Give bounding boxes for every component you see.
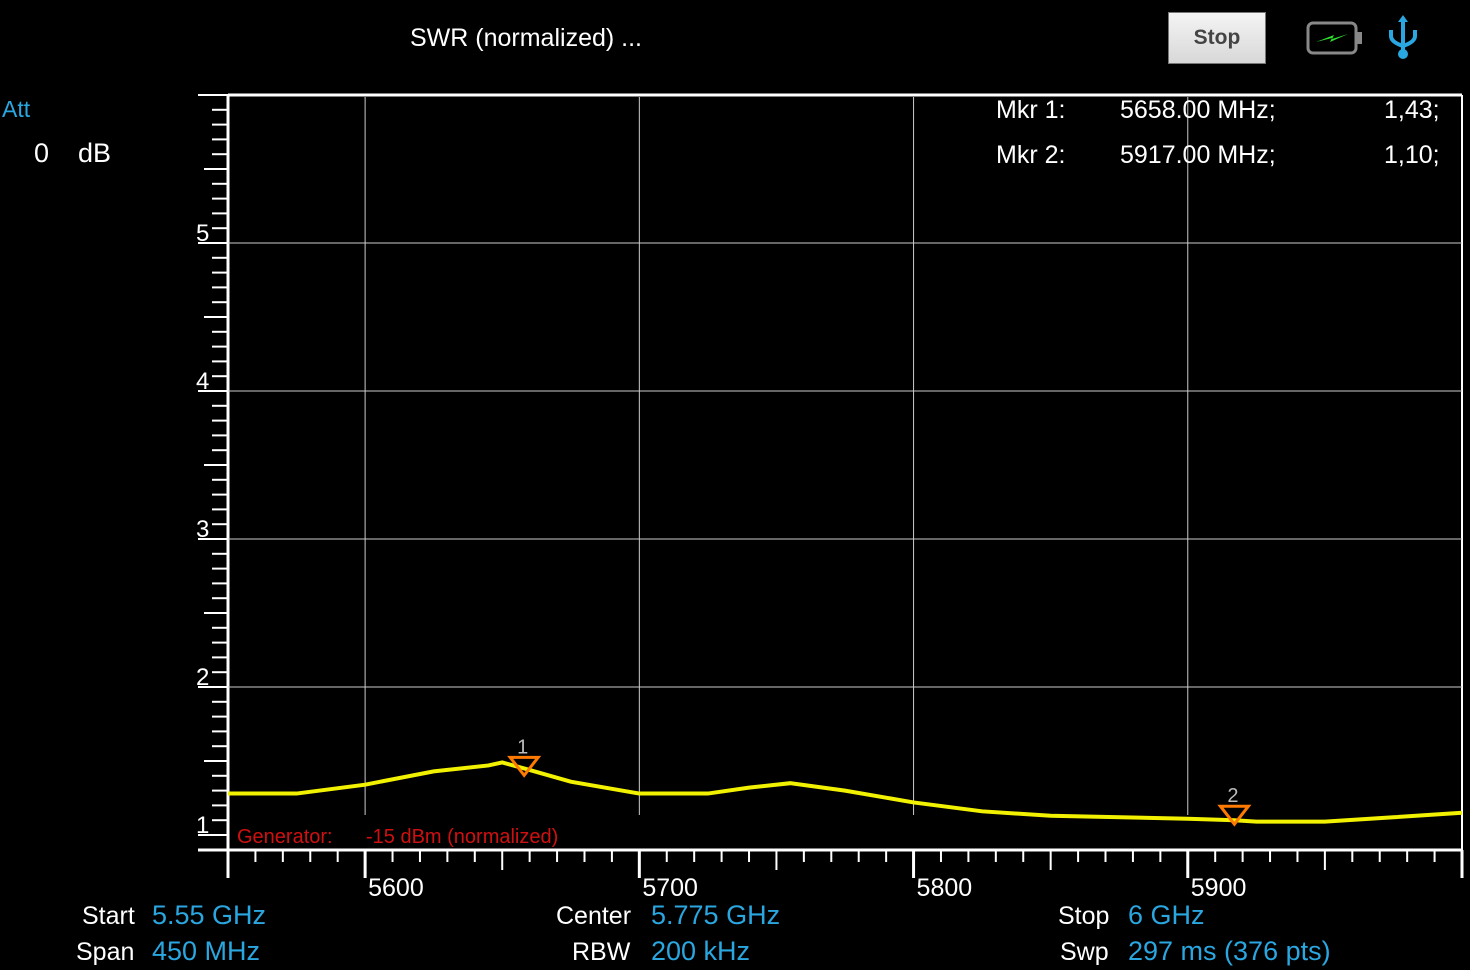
battery-charging-icon: [1306, 21, 1362, 55]
stop-label: Stop: [1058, 902, 1110, 930]
att-unit: dB: [78, 138, 112, 168]
marker-2-number: 2: [1227, 785, 1238, 807]
span-value[interactable]: 450 MHz: [152, 936, 261, 966]
marker-1-value: 1,43;: [1384, 96, 1440, 124]
y-tick-label: 4: [196, 368, 209, 395]
start-label: Start: [82, 902, 135, 930]
marker-2-icon: [1217, 804, 1252, 827]
att-value: 0: [34, 138, 50, 168]
y-tick-label: 1: [196, 812, 209, 839]
rbw-value[interactable]: 200 kHz: [651, 936, 751, 966]
usb-icon: [1389, 15, 1417, 59]
marker-1-label: Mkr 1:: [996, 96, 1066, 124]
span-label: Span: [76, 938, 135, 966]
center-value[interactable]: 5.775 GHz: [651, 900, 781, 930]
x-tick-label: 5700: [642, 874, 698, 902]
marker-2-label: Mkr 2:: [996, 141, 1066, 169]
y-tick-label: 2: [196, 664, 209, 691]
y-tick-label: 5: [196, 220, 209, 247]
marker-2-freq: 5917.00 MHz;: [1120, 141, 1276, 169]
x-tick-label: 5600: [368, 874, 424, 902]
marker-1-number: 1: [517, 736, 528, 758]
start-value[interactable]: 5.55 GHz: [152, 900, 267, 930]
generator-value: -15 dBm (normalized): [366, 826, 559, 848]
swp-label: Swp: [1060, 938, 1109, 966]
rbw-label: RBW: [572, 938, 631, 966]
x-tick-label: 5900: [1191, 874, 1247, 902]
center-label: Center: [556, 902, 632, 930]
marker-1-icon: [507, 755, 542, 778]
y-tick-label: 3: [196, 516, 209, 543]
marker-1-freq: 5658.00 MHz;: [1120, 96, 1276, 124]
x-tick-label: 5800: [917, 874, 973, 902]
stop-button[interactable]: Stop: [1168, 12, 1266, 64]
swr-trace: [228, 760, 1463, 824]
marker-2-value: 1,10;: [1384, 141, 1440, 169]
swp-value[interactable]: 297 ms (376 pts): [1128, 936, 1331, 966]
stop-value[interactable]: 6 GHz: [1128, 900, 1205, 930]
screen-title: SWR (normalized) ...: [410, 24, 642, 52]
generator-label: Generator:: [237, 826, 333, 848]
att-label: Att: [2, 96, 31, 122]
